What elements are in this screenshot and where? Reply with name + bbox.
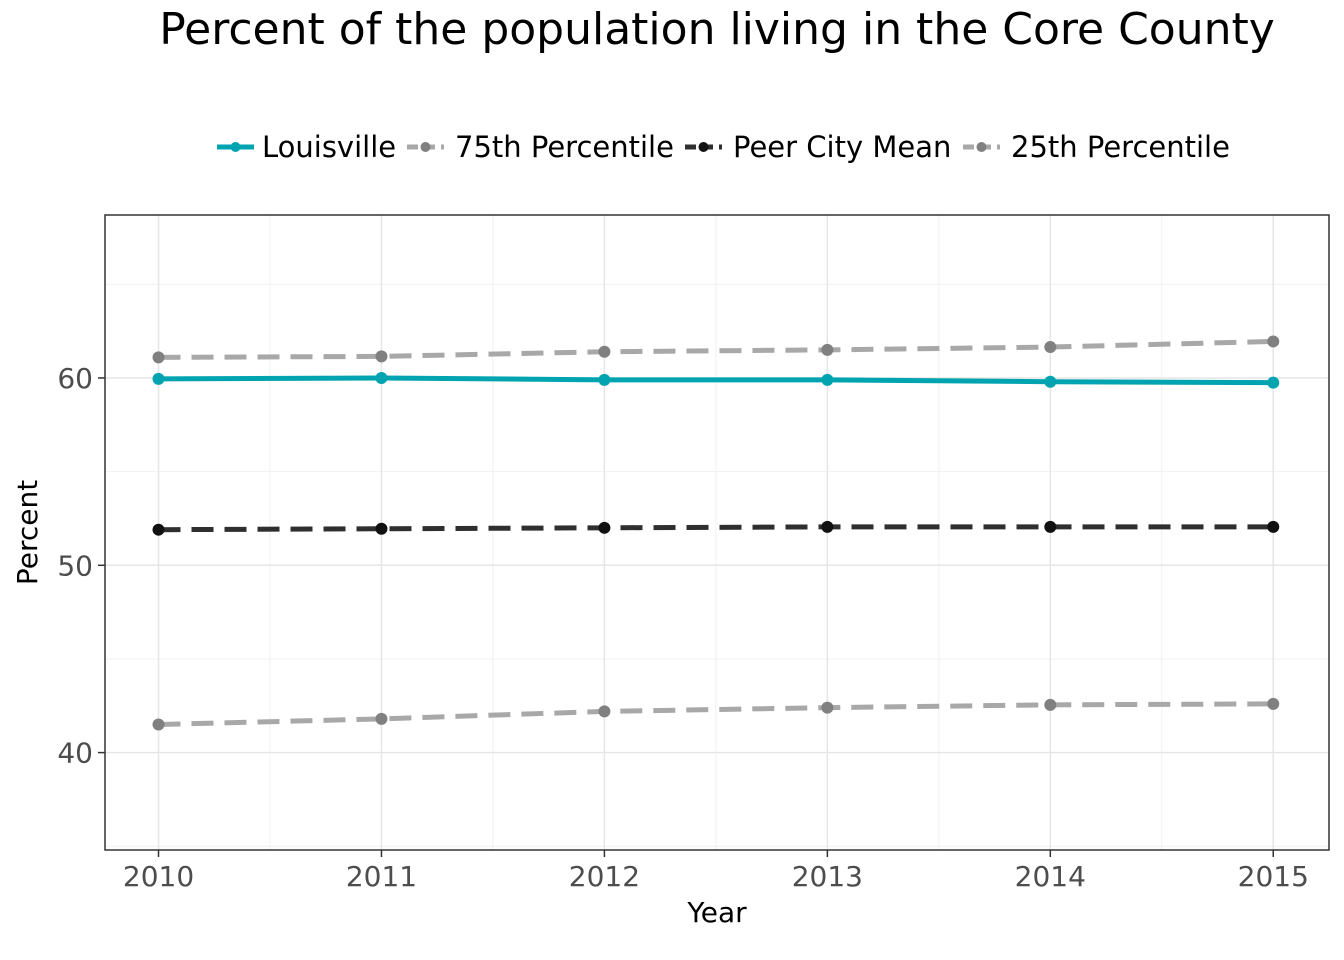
chart-title: Percent of the population living in the … xyxy=(159,4,1275,55)
legend-key-point xyxy=(976,142,987,152)
data-point xyxy=(1044,698,1057,711)
y-axis-ticks: 40 50 60 xyxy=(57,362,105,770)
legend-key-point xyxy=(420,142,431,152)
y-tick-label: 60 xyxy=(57,362,93,395)
series-line xyxy=(158,701,1274,727)
x-axis-title: Year xyxy=(686,896,747,929)
data-point xyxy=(1044,341,1057,354)
x-tick-label: 2010 xyxy=(123,860,194,893)
series-lines xyxy=(158,338,1274,727)
plot-border xyxy=(104,214,1330,851)
x-axis-ticks: 2010 2011 2012 2013 2014 2015 xyxy=(123,850,1309,893)
data-point xyxy=(375,350,388,363)
data-point xyxy=(152,718,165,731)
x-tick-label: 2015 xyxy=(1238,860,1309,893)
series-line xyxy=(158,338,1274,360)
plot-panel xyxy=(105,215,1329,850)
legend-label: Peer City Mean xyxy=(733,130,951,164)
series-line xyxy=(158,524,1274,533)
data-point xyxy=(598,373,611,386)
data-point xyxy=(375,371,388,384)
x-tick-label: 2013 xyxy=(792,860,863,893)
data-point xyxy=(821,520,834,533)
legend: Louisville 75th Percentile Peer City Mean 2… xyxy=(217,130,1230,164)
data-point xyxy=(1044,520,1057,533)
legend-key-point xyxy=(230,142,241,152)
data-point xyxy=(1267,335,1280,348)
data-point xyxy=(1267,376,1280,389)
data-point xyxy=(1267,697,1280,710)
data-point xyxy=(375,712,388,725)
legend-label: 25th Percentile xyxy=(1011,130,1230,164)
data-point xyxy=(152,372,165,385)
data-point xyxy=(598,521,611,534)
series-points xyxy=(152,335,1280,731)
data-point xyxy=(152,351,165,364)
data-point xyxy=(152,523,165,536)
legend-key-point xyxy=(698,142,709,152)
x-tick-label: 2014 xyxy=(1015,860,1086,893)
y-axis-title: Percent xyxy=(11,480,44,585)
y-tick-label: 40 xyxy=(57,737,93,770)
series-line xyxy=(158,375,1274,386)
data-point xyxy=(821,701,834,714)
data-point xyxy=(821,343,834,356)
x-tick-label: 2012 xyxy=(569,860,640,893)
data-point xyxy=(1267,520,1280,533)
data-point xyxy=(1044,375,1057,388)
x-tick-label: 2011 xyxy=(346,860,417,893)
data-point xyxy=(375,522,388,535)
data-point xyxy=(821,373,834,386)
data-point xyxy=(598,345,611,358)
y-tick-label: 50 xyxy=(57,549,93,582)
legend-label: 75th Percentile xyxy=(455,130,674,164)
legend-label: Louisville xyxy=(262,130,396,164)
data-point xyxy=(598,705,611,718)
